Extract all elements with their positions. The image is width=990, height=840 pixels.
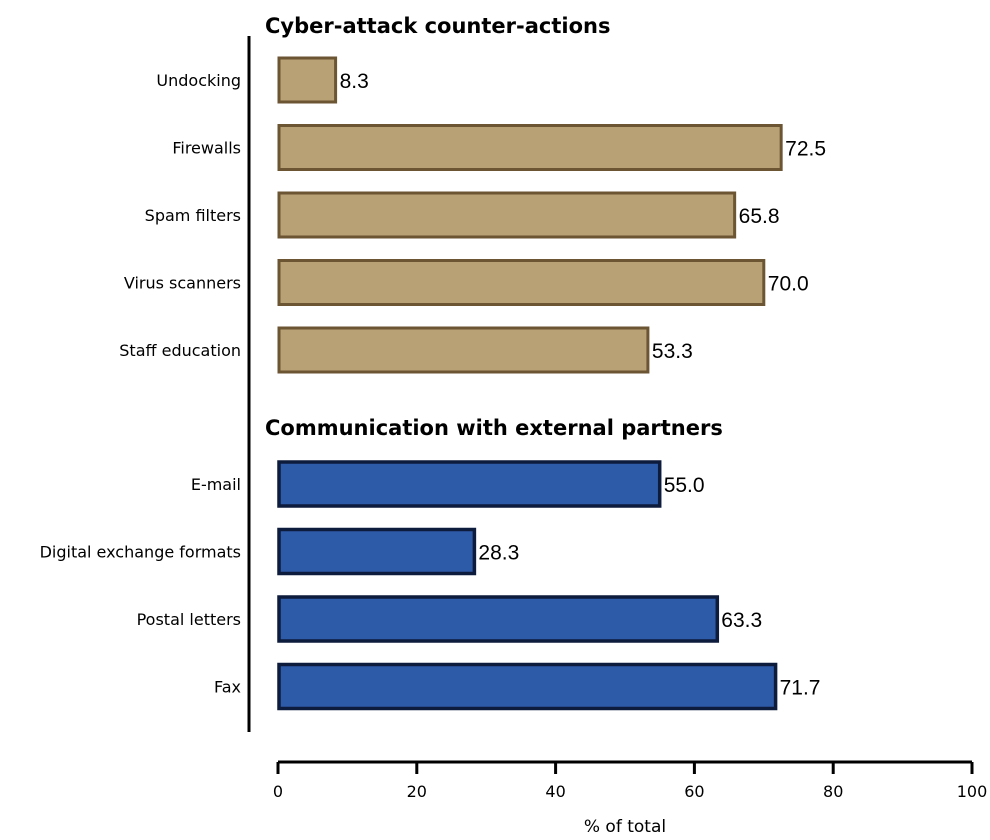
data-label: 72.5 xyxy=(785,138,826,161)
x-tick-label: 40 xyxy=(545,782,565,801)
category-label: Staff education xyxy=(119,341,241,360)
group-title: Communication with external partners xyxy=(265,416,723,440)
bar-group: Cyber-attack counter-actions Undocking 8.3… xyxy=(119,14,826,374)
category-label: Fax xyxy=(214,678,241,697)
bar xyxy=(277,326,650,374)
x-tick-label: 60 xyxy=(684,782,704,801)
data-label: 70.0 xyxy=(768,273,809,296)
data-label: 63.3 xyxy=(721,609,762,632)
group-title: Cyber-attack counter-actions xyxy=(265,14,610,38)
x-tick-label: 100 xyxy=(957,782,988,801)
bar xyxy=(277,124,783,171)
data-label: 53.3 xyxy=(652,340,693,363)
x-tick-label: 20 xyxy=(407,782,427,801)
category-label: Firewalls xyxy=(172,139,241,158)
category-label: Spam filters xyxy=(145,206,241,225)
category-label: Undocking xyxy=(156,71,241,90)
bar xyxy=(277,595,720,643)
category-label: E-mail xyxy=(191,475,241,494)
data-label: 65.8 xyxy=(739,205,780,228)
x-axis-title: % of total xyxy=(584,817,666,837)
category-label: Virus scanners xyxy=(124,274,241,293)
bar xyxy=(277,527,477,576)
bar-group: Communication with external partners E-ma… xyxy=(40,416,821,711)
data-label: 55.0 xyxy=(664,474,705,497)
bar xyxy=(277,662,778,711)
bar xyxy=(277,56,338,104)
data-label: 28.3 xyxy=(478,542,519,565)
bar xyxy=(277,259,766,306)
x-tick-label: 80 xyxy=(823,782,843,801)
bar xyxy=(277,191,737,239)
data-label: 8.3 xyxy=(340,70,369,93)
bar-groups: Cyber-attack counter-actions Undocking 8.3… xyxy=(40,14,826,711)
x-axis: 0 20 40 60 80 100 % of total xyxy=(273,760,987,837)
category-label: Postal letters xyxy=(137,610,241,629)
x-axis-ticks: 0 20 40 60 80 100 xyxy=(273,762,987,801)
x-tick-label: 0 xyxy=(273,782,283,801)
data-label: 71.7 xyxy=(780,677,821,700)
category-label: Digital exchange formats xyxy=(40,543,241,562)
bar xyxy=(277,460,662,508)
